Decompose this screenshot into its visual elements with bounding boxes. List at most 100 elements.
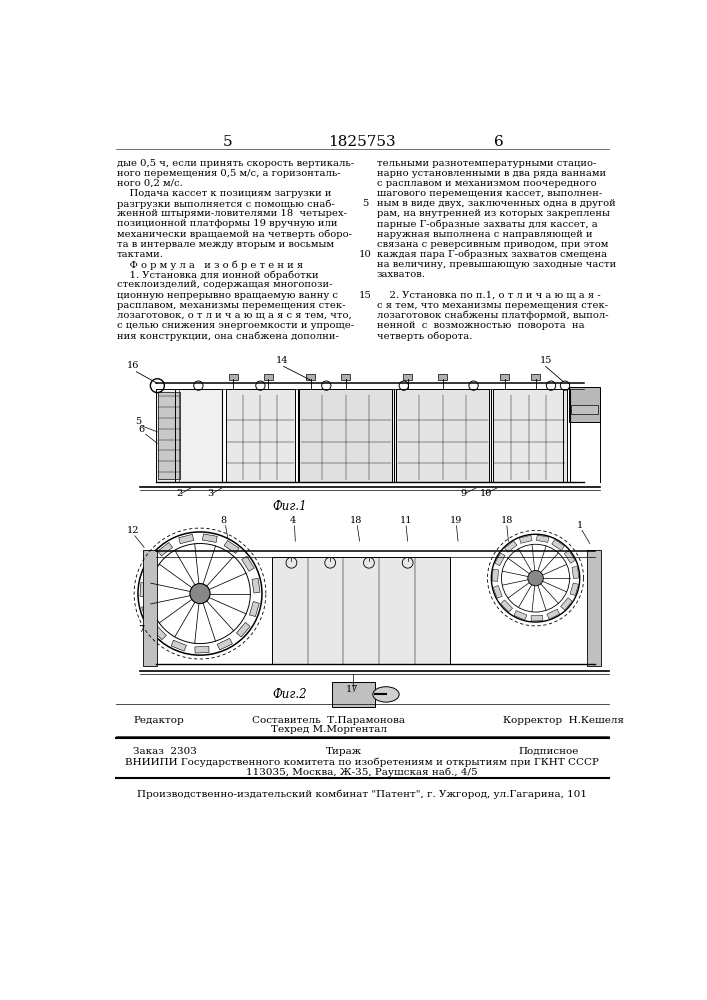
Text: 14: 14 xyxy=(276,356,288,365)
Bar xyxy=(228,374,238,380)
Text: 19: 19 xyxy=(450,516,462,525)
Text: 5: 5 xyxy=(362,199,368,208)
Text: наружная выполнена с направляющей и: наружная выполнена с направляющей и xyxy=(377,230,592,239)
Text: 1. Установка для ионной обработки: 1. Установка для ионной обработки xyxy=(117,270,319,280)
Text: ВНИИПИ Государственного комитета по изобретениям и открытиям при ГКНТ СССР: ВНИИПИ Государственного комитета по изоб… xyxy=(125,758,599,767)
Text: нарно установленными в два ряда ваннами: нарно установленными в два ряда ваннами xyxy=(377,169,606,178)
Text: 5: 5 xyxy=(135,417,141,426)
Text: расплавом, механизмы перемещения стек-: расплавом, механизмы перемещения стек- xyxy=(117,301,346,310)
Text: Ф о р м у л а   и з о б р е т е н и я: Ф о р м у л а и з о б р е т е н и я xyxy=(117,260,303,270)
Text: Составитель  Т.Парамонова: Составитель Т.Парамонова xyxy=(252,716,405,725)
Text: 3: 3 xyxy=(208,489,214,498)
Polygon shape xyxy=(492,569,498,581)
Bar xyxy=(226,389,296,482)
Text: стеклоизделий, содержащая многопози-: стеклоизделий, содержащая многопози- xyxy=(117,280,332,289)
Text: тельными разнотемпературными стацио-: тельными разнотемпературными стацио- xyxy=(377,158,596,167)
Bar xyxy=(158,392,180,479)
Text: Подача кассет к позициям загрузки и: Подача кассет к позициям загрузки и xyxy=(117,189,332,198)
Text: ного 0,2 м/с.: ного 0,2 м/с. xyxy=(117,179,183,188)
Text: ного перемещения 0,5 м/с, а горизонталь-: ного перемещения 0,5 м/с, а горизонталь- xyxy=(117,169,341,178)
Polygon shape xyxy=(537,535,549,542)
Text: Фиг.1: Фиг.1 xyxy=(273,500,307,513)
Polygon shape xyxy=(141,605,152,620)
Bar xyxy=(264,374,273,380)
Bar xyxy=(332,682,375,707)
Text: Техред М.Моргентал: Техред М.Моргентал xyxy=(271,725,387,734)
Text: 6: 6 xyxy=(139,425,145,434)
Polygon shape xyxy=(242,556,255,571)
Circle shape xyxy=(528,570,543,586)
Text: лозаготовок, о т л и ч а ю щ а я с я тем, что,: лозаготовок, о т л и ч а ю щ а я с я тем… xyxy=(117,311,352,320)
Text: связана с реверсивным приводом, при этом: связана с реверсивным приводом, при этом xyxy=(377,240,608,249)
Bar xyxy=(569,387,600,422)
Polygon shape xyxy=(252,578,260,593)
Text: Фиг.2: Фиг.2 xyxy=(273,688,307,701)
Text: 18: 18 xyxy=(501,516,513,525)
Text: ния конструкции, она снабжена дополни-: ния конструкции, она снабжена дополни- xyxy=(117,331,339,341)
Bar xyxy=(396,389,489,482)
Text: женной штырями-ловителями 18  четырех-: женной штырями-ловителями 18 четырех- xyxy=(117,209,347,218)
Polygon shape xyxy=(561,598,572,610)
Text: 113035, Москва, Ж-35, Раушская наб., 4/5: 113035, Москва, Ж-35, Раушская наб., 4/5 xyxy=(246,768,478,777)
Polygon shape xyxy=(514,611,527,620)
Text: 1825753: 1825753 xyxy=(328,135,396,149)
Text: Подписное: Подписное xyxy=(518,747,579,756)
Text: 2: 2 xyxy=(177,489,183,498)
Text: тактами.: тактами. xyxy=(117,250,164,259)
Text: 12: 12 xyxy=(127,526,139,535)
Text: Редактор: Редактор xyxy=(134,716,184,725)
Text: захватов.: захватов. xyxy=(377,270,426,279)
Polygon shape xyxy=(158,543,173,556)
Text: 10: 10 xyxy=(358,250,371,259)
Bar xyxy=(500,374,509,380)
Bar xyxy=(571,405,597,414)
Polygon shape xyxy=(179,534,194,544)
Text: с целью снижения энергоемкости и упроще-: с целью снижения энергоемкости и упроще- xyxy=(117,321,354,330)
Polygon shape xyxy=(564,551,575,563)
Text: позиционной платформы 19 вручную или: позиционной платформы 19 вручную или xyxy=(117,219,337,228)
Polygon shape xyxy=(501,600,513,612)
Polygon shape xyxy=(493,585,502,598)
Polygon shape xyxy=(195,646,209,653)
Text: шагового перемещения кассет, выполнен-: шагового перемещения кассет, выполнен- xyxy=(377,189,602,198)
Bar xyxy=(156,389,222,482)
Bar xyxy=(438,374,448,380)
Text: 10: 10 xyxy=(480,489,492,498)
Text: с я тем, что механизмы перемещения стек-: с я тем, что механизмы перемещения стек- xyxy=(377,301,608,310)
Text: 4: 4 xyxy=(290,516,296,525)
Polygon shape xyxy=(495,553,505,566)
Polygon shape xyxy=(250,602,259,617)
Ellipse shape xyxy=(373,687,399,702)
Text: 6: 6 xyxy=(494,135,504,149)
Text: Производственно-издательский комбинат "Патент", г. Ужгород, ул.Гагарина, 101: Производственно-издательский комбинат "П… xyxy=(137,789,587,799)
Text: ным в виде двух, заключенных одна в другой: ным в виде двух, заключенных одна в друг… xyxy=(377,199,615,208)
Text: 5: 5 xyxy=(223,135,233,149)
Text: лозаготовок снабжены платформой, выпол-: лозаготовок снабжены платформой, выпол- xyxy=(377,311,608,320)
Text: 8: 8 xyxy=(220,516,226,525)
Polygon shape xyxy=(144,560,156,575)
Text: 7: 7 xyxy=(138,625,144,634)
Text: Тираж: Тираж xyxy=(326,747,362,756)
Text: ционную непрерывно вращаемую ванну с: ционную непрерывно вращаемую ванну с xyxy=(117,291,338,300)
Bar xyxy=(493,389,566,482)
Polygon shape xyxy=(171,640,187,651)
Text: та в интервале между вторым и восьмым: та в интервале между вторым и восьмым xyxy=(117,240,334,249)
Bar xyxy=(588,550,602,666)
Text: 1: 1 xyxy=(577,521,583,530)
Bar xyxy=(143,550,156,666)
Polygon shape xyxy=(531,615,543,621)
Bar xyxy=(272,557,450,664)
Text: разгрузки выполняется с помощью снаб-: разгрузки выполняется с помощью снаб- xyxy=(117,199,335,209)
Polygon shape xyxy=(572,566,579,579)
Polygon shape xyxy=(217,638,233,650)
Text: 17: 17 xyxy=(346,685,358,694)
Polygon shape xyxy=(236,622,250,637)
Text: каждая пара Г-образных захватов смещена: каждая пара Г-образных захватов смещена xyxy=(377,250,607,259)
Text: парные Г-образные захваты для кассет, а: парные Г-образные захваты для кассет, а xyxy=(377,219,597,229)
Polygon shape xyxy=(140,583,147,597)
Text: 16: 16 xyxy=(127,361,139,370)
Text: Корректор  Н.Кешеля: Корректор Н.Кешеля xyxy=(503,716,624,725)
Polygon shape xyxy=(224,541,239,553)
Polygon shape xyxy=(152,625,166,640)
Text: 18: 18 xyxy=(349,516,362,525)
